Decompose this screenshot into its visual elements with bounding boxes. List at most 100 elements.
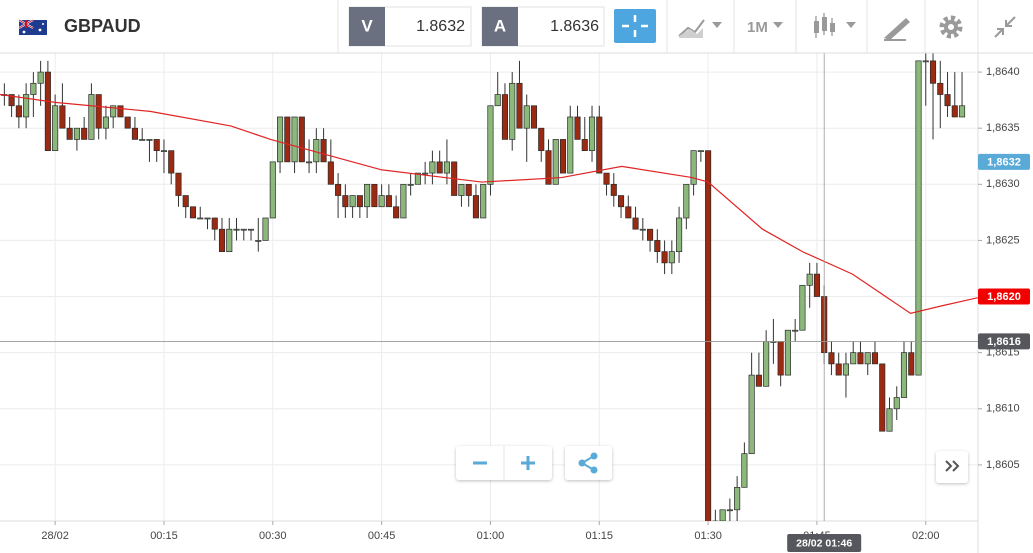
candle-body	[233, 228, 240, 231]
candle-body	[908, 352, 915, 376]
candle-body	[929, 60, 937, 84]
candle-body	[175, 172, 182, 196]
candle-body	[792, 329, 799, 332]
candle-body	[30, 82, 37, 95]
candle-body	[509, 82, 516, 140]
candle-body	[734, 486, 741, 511]
candle-body	[23, 94, 30, 118]
candle-body	[15, 105, 22, 118]
candle-body	[922, 60, 929, 63]
candle-body	[784, 329, 791, 376]
collapse-button[interactable]	[994, 16, 1016, 38]
candle-body	[719, 509, 726, 521]
candle-body	[472, 195, 479, 219]
time-tag-label: 28/02 01:46	[796, 537, 852, 549]
candle-body	[915, 60, 922, 376]
candle-body	[879, 363, 886, 432]
candle-body	[59, 105, 66, 129]
share-button[interactable]	[565, 446, 612, 480]
candle-body	[806, 273, 813, 286]
candle-body	[864, 352, 871, 365]
bid-badge	[349, 7, 385, 46]
candle-body	[588, 116, 596, 151]
scroll-right-button[interactable]	[936, 451, 968, 483]
candle-body	[559, 139, 567, 174]
moving-average-line	[0, 93, 978, 315]
candle-body	[545, 150, 552, 185]
candle-body	[313, 139, 320, 163]
settings-button[interactable]	[939, 15, 963, 39]
candle-body	[182, 195, 189, 208]
crosshair-button[interactable]	[614, 9, 656, 43]
candle-body	[777, 341, 784, 376]
candle-body	[240, 228, 247, 231]
zoom-in[interactable]	[521, 456, 535, 470]
candle-body	[327, 161, 334, 185]
candle-body	[871, 352, 879, 365]
flag	[18, 19, 47, 35]
candle-body	[436, 161, 443, 174]
candle-body	[95, 94, 102, 129]
candle-body	[131, 127, 138, 140]
candle-body	[247, 228, 255, 231]
price-tag	[978, 333, 1030, 350]
candle-body	[501, 94, 509, 140]
x-tick-label: 01:30	[694, 530, 722, 542]
x-tick-label: 02:00	[912, 530, 940, 542]
candle-body	[262, 217, 269, 241]
candle-body	[458, 183, 465, 196]
candle-type-button[interactable]	[814, 13, 856, 38]
candle-body	[741, 453, 748, 488]
bid-price: 1.8632	[416, 18, 465, 35]
chart-type-button[interactable]	[678, 19, 722, 38]
candle-body	[944, 94, 951, 107]
y-tick-label: 1,8605	[986, 459, 1020, 471]
candle-body	[168, 150, 175, 174]
x-tick-label: 00:15	[150, 530, 178, 542]
price-tag	[978, 153, 1030, 170]
candle-body	[748, 374, 755, 455]
plot-area	[0, 53, 978, 521]
candle-body	[414, 172, 421, 185]
candle-body	[603, 172, 610, 185]
symbol: GBPAUD	[64, 16, 141, 36]
candle-body	[893, 397, 900, 410]
candle-body	[349, 195, 356, 208]
candle-body	[269, 161, 276, 219]
toolbar: GBPAUD V 1.8632 A 1.8636 1M	[0, 0, 1033, 54]
candle-body	[835, 363, 842, 376]
candle-body	[799, 284, 806, 331]
candle-body	[763, 341, 770, 387]
candle-body	[683, 183, 690, 219]
candle-body	[356, 195, 363, 208]
candle-body	[581, 139, 588, 151]
candle-body	[538, 127, 545, 151]
candle-body	[516, 82, 523, 129]
candle-body	[567, 116, 574, 174]
candle-body	[218, 228, 226, 252]
candle-body	[958, 105, 966, 118]
candle-body	[552, 139, 559, 185]
ask-badge	[482, 7, 518, 46]
candle-body	[146, 139, 153, 141]
draw-button[interactable]	[884, 18, 910, 41]
candle-body	[52, 105, 59, 151]
candle-body	[617, 195, 625, 208]
candle-body	[574, 116, 581, 140]
candle-body	[124, 116, 131, 129]
y-tick-label: 1,8630	[986, 178, 1020, 190]
candle-body	[530, 105, 538, 129]
x-tick-label: 01:00	[477, 530, 505, 542]
candle-body	[189, 206, 197, 219]
candle-body	[37, 71, 44, 84]
price-tag	[978, 288, 1030, 305]
timeframe[interactable]: 1M	[747, 19, 768, 36]
candle-body	[900, 352, 908, 398]
candle-body	[204, 217, 211, 220]
candle-body	[813, 273, 820, 297]
candle-body	[429, 161, 436, 174]
candle-body	[277, 116, 284, 163]
candle-body	[639, 228, 646, 231]
candle-body	[335, 183, 342, 196]
